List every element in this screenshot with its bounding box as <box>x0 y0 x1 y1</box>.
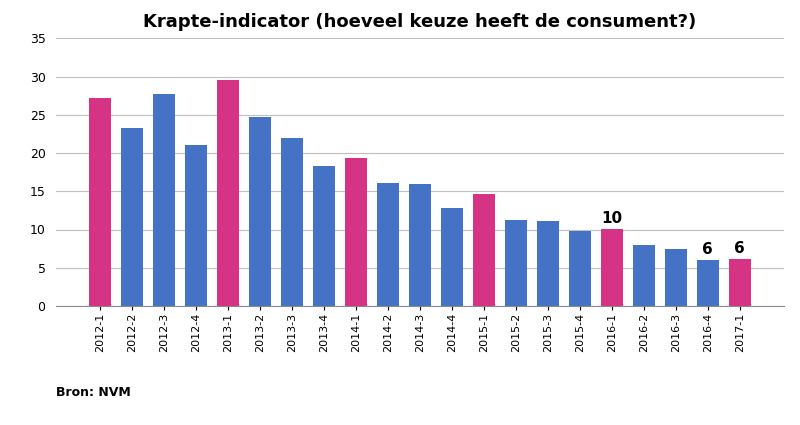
Bar <box>281 138 303 306</box>
Bar <box>249 117 271 306</box>
Text: 10: 10 <box>602 211 622 226</box>
Bar <box>185 145 207 306</box>
Bar <box>505 220 527 306</box>
Bar <box>665 249 687 306</box>
Bar <box>89 98 111 306</box>
Bar <box>217 80 239 306</box>
Bar <box>697 260 719 306</box>
Bar <box>121 128 143 306</box>
Bar <box>313 166 335 306</box>
Bar <box>569 231 591 306</box>
Bar <box>153 94 175 306</box>
Bar <box>729 258 751 306</box>
Bar <box>409 184 431 306</box>
Bar <box>441 208 463 306</box>
Text: 6: 6 <box>702 242 713 257</box>
Title: Krapte-indicator (hoeveel keuze heeft de consument?): Krapte-indicator (hoeveel keuze heeft de… <box>143 13 697 31</box>
Bar <box>633 245 655 306</box>
Bar <box>601 229 623 306</box>
Text: 6: 6 <box>734 241 745 255</box>
Bar <box>377 183 399 306</box>
Bar <box>473 194 495 306</box>
Bar <box>537 221 559 306</box>
Text: Bron: NVM: Bron: NVM <box>56 386 130 399</box>
Bar <box>345 159 367 306</box>
